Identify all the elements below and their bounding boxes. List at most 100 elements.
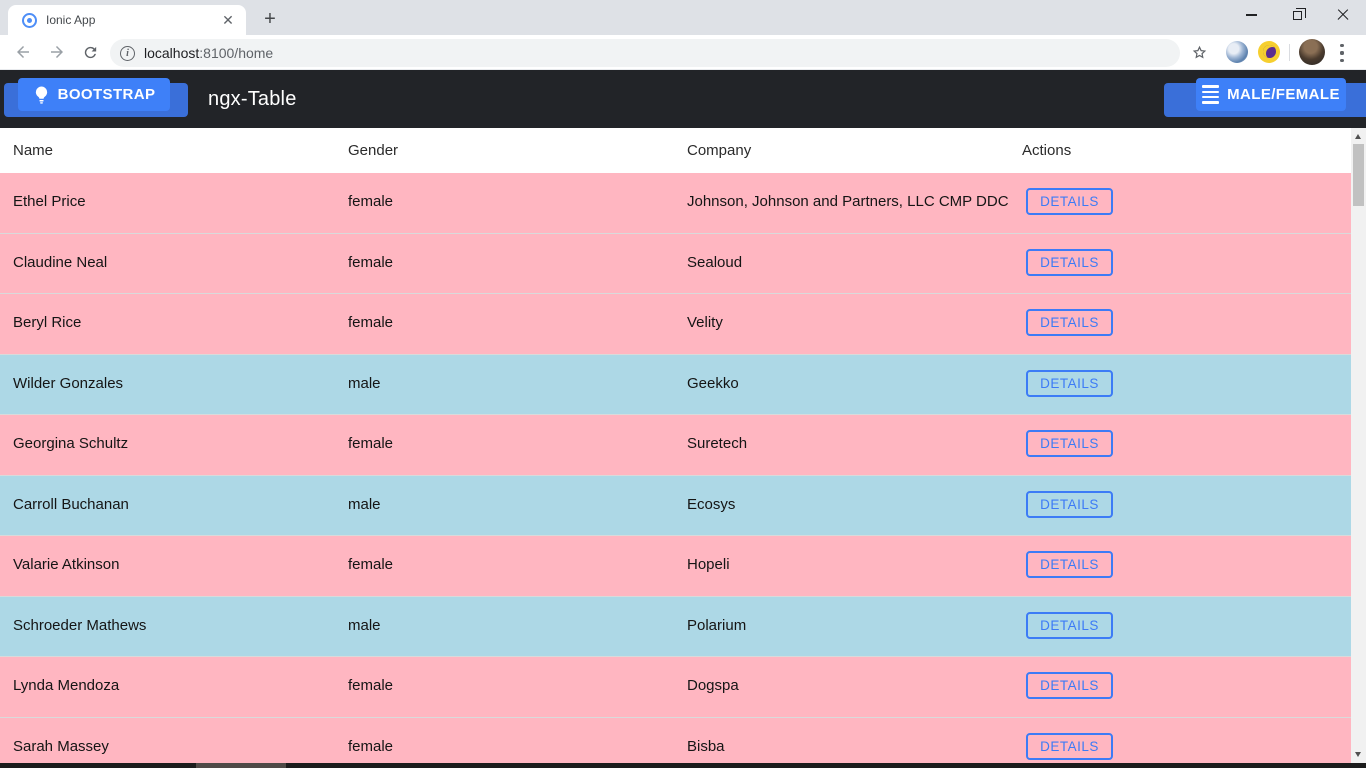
url-text[interactable]: localhost:8100/home [144, 45, 273, 61]
new-tab-button[interactable]: + [264, 8, 276, 30]
cell-gender: male [348, 374, 381, 392]
cell-gender: female [348, 435, 394, 452]
cell-gender: female [348, 737, 394, 755]
back-button[interactable] [8, 35, 38, 69]
details-button[interactable]: DETAILS [1026, 430, 1113, 457]
details-button[interactable]: DETAILS [1026, 248, 1113, 276]
vertical-scrollbar[interactable] [1351, 128, 1366, 763]
profile-avatar[interactable] [1299, 39, 1325, 65]
url-host: localhost [144, 45, 200, 61]
details-button[interactable]: DETAILS [1026, 490, 1113, 518]
moon-extension-icon [1258, 41, 1280, 63]
page-info-icon[interactable]: i [120, 45, 135, 61]
table-body: Ethel Price female Johnson, Johnson and Pa… [0, 173, 1366, 763]
scroll-down-icon[interactable] [1355, 752, 1361, 757]
table-row: Wilder Gonzales male Geekko DETAILS [0, 354, 1366, 415]
vertical-scrollbar-thumb[interactable] [1353, 144, 1364, 206]
details-button[interactable]: DETAILS [1026, 369, 1113, 397]
cell-gender: female [348, 677, 394, 694]
scroll-up-icon[interactable] [1355, 134, 1361, 139]
browser-tab[interactable]: Ionic App ✕ [8, 5, 246, 35]
details-button[interactable]: DETAILS [1026, 551, 1113, 578]
details-button[interactable]: DETAILS [1026, 611, 1113, 639]
cell-name: Valarie Atkinson [13, 556, 120, 573]
cell-name: Georgina Schultz [13, 435, 129, 452]
table-row: Ethel Price female Johnson, Johnson and Pa… [0, 173, 1366, 234]
forward-arrow-icon [51, 46, 63, 58]
cell-company: Dogspa [687, 677, 739, 694]
swirl-extension-icon [1226, 41, 1248, 63]
table-container: Name Gender Company Actions Ethel Price f… [0, 128, 1366, 763]
table-row: Sarah Massey female Bisba DETAILS [0, 717, 1366, 764]
cell-name: Wilder Gonzales [13, 374, 124, 392]
cell-name: Ethel Price [13, 193, 86, 210]
cell-company: Ecosys [687, 495, 736, 513]
url-path: :8100/home [199, 45, 274, 61]
bulb-icon [35, 86, 47, 104]
cell-name: Schroeder Mathews [13, 616, 147, 634]
table-header: Name Gender Company Actions [0, 128, 1366, 173]
cell-gender: male [348, 616, 381, 634]
close-icon [1337, 9, 1349, 21]
page-title: ngx-Table [208, 87, 297, 110]
cell-actions: DETAILS [1022, 294, 1366, 354]
browser-menu-icon[interactable] [1340, 44, 1344, 62]
cell-name: Beryl Rice [13, 314, 82, 331]
cell-gender: female [348, 253, 394, 271]
extension-swirl-button[interactable] [1222, 35, 1252, 69]
reload-button[interactable] [75, 35, 105, 69]
toolbar-separator [1289, 44, 1290, 61]
url-bar[interactable]: i localhost:8100/home [110, 39, 1180, 67]
cell-company: Hopeli [687, 556, 730, 573]
tab-strip: Ionic App ✕ + [0, 0, 1366, 35]
table-row: Valarie Atkinson female Hopeli DETAILS [0, 536, 1366, 597]
cell-company: Velity [687, 314, 723, 331]
minimize-icon [1245, 14, 1257, 16]
bootstrap-button[interactable]: BOOTSTRAP [18, 78, 170, 111]
male-female-toggle-button[interactable]: MALE/FEMALE [1196, 78, 1346, 111]
column-header-gender: Gender [348, 142, 399, 159]
app-navbar: BOOTSTRAP ngx-Table MALE/FEMALE [0, 70, 1366, 128]
cell-actions: DETAILS [1022, 173, 1366, 233]
extension-moon-button[interactable] [1254, 35, 1284, 69]
forward-button[interactable] [42, 35, 72, 69]
cell-company: Bisba [687, 737, 725, 755]
details-button[interactable]: DETAILS [1026, 309, 1113, 336]
bootstrap-button-label: BOOTSTRAP [57, 86, 156, 103]
cell-actions: DETAILS [1022, 355, 1366, 415]
cell-gender: female [348, 314, 394, 331]
details-button[interactable]: DETAILS [1026, 188, 1113, 215]
cell-name: Lynda Mendoza [13, 677, 120, 694]
cell-actions: DETAILS [1022, 415, 1366, 475]
column-header-company: Company [687, 142, 752, 159]
cell-gender: male [348, 495, 381, 513]
table-row: Georgina Schultz female Suretech DETAILS [0, 415, 1366, 476]
reorder-icon [1202, 85, 1220, 104]
cell-company: Sealoud [687, 253, 743, 271]
cell-actions: DETAILS [1022, 476, 1366, 536]
details-button[interactable]: DETAILS [1026, 732, 1113, 760]
back-arrow-icon [17, 46, 29, 58]
browser-toolbar: i localhost:8100/home [0, 35, 1366, 70]
column-header-actions: Actions [1022, 142, 1072, 159]
horizontal-scrollbar[interactable] [0, 763, 1366, 768]
cell-actions: DETAILS [1022, 536, 1366, 596]
cell-actions: DETAILS [1022, 718, 1366, 764]
tab-close-icon[interactable]: ✕ [222, 12, 234, 28]
window-controls [1228, 0, 1366, 35]
cell-gender: female [348, 556, 394, 573]
reload-icon [84, 46, 96, 58]
close-button[interactable] [1320, 0, 1366, 30]
table-row: Lynda Mendoza female Dogspa DETAILS [0, 657, 1366, 718]
horizontal-scrollbar-thumb[interactable] [196, 763, 286, 768]
bookmark-button[interactable] [1184, 35, 1214, 69]
minimize-button[interactable] [1228, 0, 1274, 30]
star-outline-icon [1192, 45, 1206, 58]
restore-button[interactable] [1274, 0, 1320, 30]
cell-actions: DETAILS [1022, 657, 1366, 717]
cell-gender: female [348, 193, 394, 210]
details-button[interactable]: DETAILS [1026, 672, 1113, 699]
table-row: Beryl Rice female Velity DETAILS [0, 294, 1366, 355]
filter-button-label: MALE/FEMALE [1227, 86, 1340, 103]
